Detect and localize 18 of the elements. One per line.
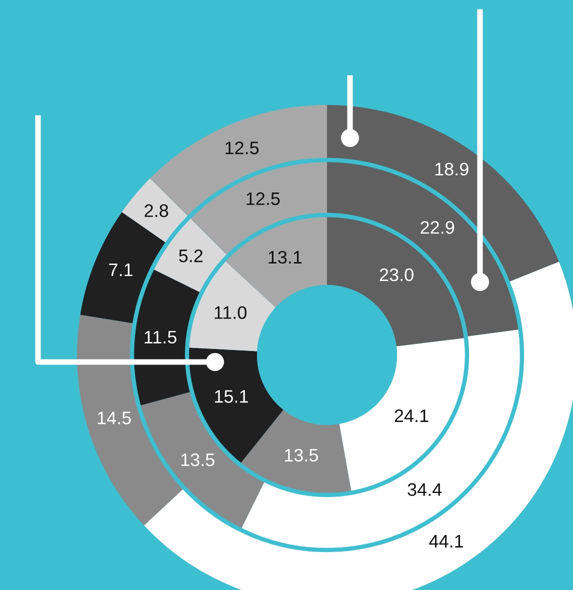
data-label: 44.1 <box>429 535 464 548</box>
data-label: 5.2 <box>179 249 203 262</box>
data-label: 23.0 <box>380 268 414 282</box>
data-label: 2.8 <box>144 204 168 218</box>
data-label: 11.0 <box>214 306 246 319</box>
data-label: 15.1 <box>215 390 248 403</box>
data-label: 22.9 <box>420 221 454 234</box>
data-label: 12.5 <box>246 192 280 206</box>
data-label: 34.4 <box>408 483 442 496</box>
data-label: 24.1 <box>394 409 428 422</box>
data-label: 13.1 <box>268 250 302 264</box>
data-label: 12.5 <box>226 142 259 154</box>
data-label: 7.1 <box>109 264 132 276</box>
data-label: 14.5 <box>98 412 131 424</box>
data-label: 13.5 <box>181 453 214 466</box>
data-label: 18.9 <box>435 162 468 176</box>
data-label: 11.5 <box>144 330 176 344</box>
data-label: 13.5 <box>284 448 318 462</box>
